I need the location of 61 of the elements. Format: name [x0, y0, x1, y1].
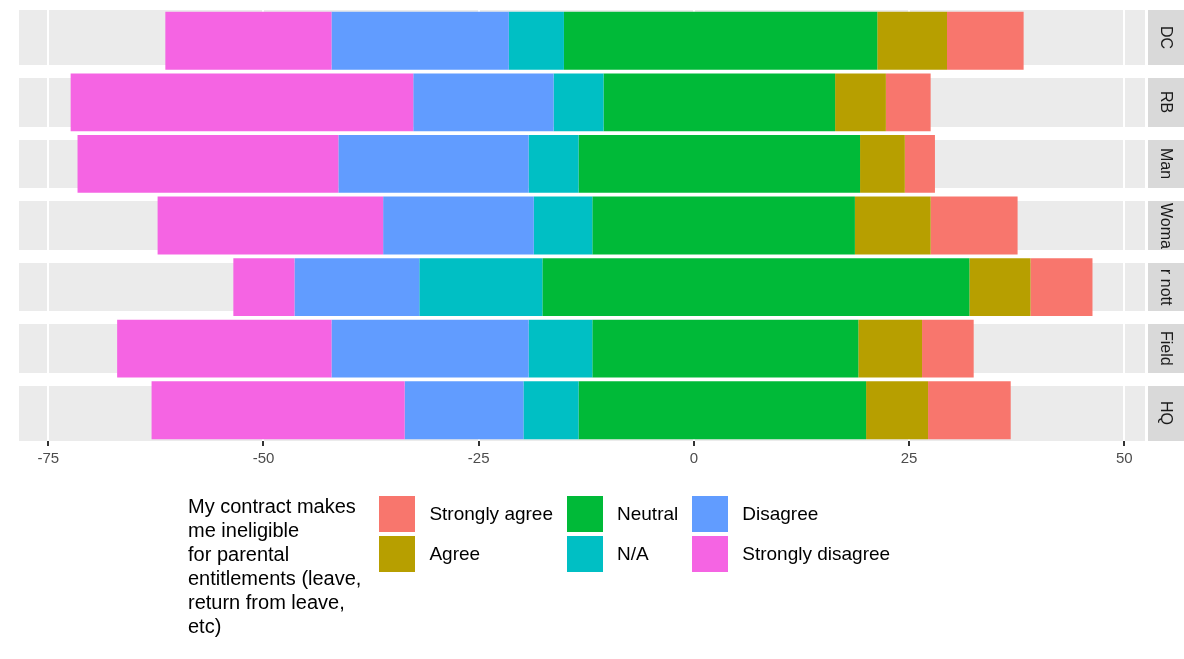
bar	[854, 196, 931, 255]
bar	[947, 11, 1024, 70]
bar	[592, 196, 855, 255]
bar	[553, 73, 604, 132]
bar	[77, 134, 339, 193]
bar	[866, 381, 929, 440]
bar	[877, 11, 947, 70]
bar	[603, 73, 836, 132]
bar	[928, 381, 1011, 440]
bar	[157, 196, 384, 255]
bar	[860, 134, 905, 193]
bar	[592, 319, 859, 378]
legend-label: Neutral	[617, 503, 679, 525]
bar	[563, 11, 878, 70]
bar	[885, 73, 931, 132]
bar	[70, 73, 414, 132]
y-tick-label: Field	[1157, 331, 1175, 366]
legend-label: Strongly agree	[429, 503, 553, 525]
x-tick-label: 50	[1116, 449, 1133, 467]
bar	[528, 134, 579, 193]
bar	[165, 11, 332, 70]
legend-label: N/A	[617, 543, 649, 565]
bar	[835, 73, 886, 132]
y-tick-label: r nott	[1157, 268, 1175, 306]
bar	[578, 134, 861, 193]
bar	[533, 196, 593, 255]
bar	[508, 11, 564, 70]
legend-title: My contract makes me ineligible for parental entitlements (leave, return from leave, etc)	[188, 494, 362, 638]
y-tick-label: DC	[1157, 25, 1175, 50]
x-tick-label: -25	[467, 449, 490, 467]
x-tick-label: -75	[37, 449, 60, 467]
legend-label: Disagree	[742, 503, 819, 525]
bar	[1030, 258, 1093, 317]
bar	[404, 381, 524, 440]
bar	[419, 258, 543, 317]
bar	[922, 319, 974, 378]
bar	[578, 381, 867, 440]
y-tick-label: RB	[1157, 91, 1175, 114]
legend-label: Agree	[429, 543, 481, 565]
bar	[331, 11, 509, 70]
x-tick-label: 0	[689, 449, 699, 467]
bar	[528, 319, 593, 378]
x-tick-label: 25	[900, 449, 918, 467]
bar	[294, 258, 420, 317]
bar	[117, 319, 332, 378]
y-tick-label: Woma	[1157, 202, 1175, 249]
bar	[858, 319, 923, 378]
bar	[523, 381, 579, 440]
bar	[904, 134, 935, 193]
bar	[383, 196, 534, 255]
y-tick-label: Man	[1157, 148, 1175, 180]
bar	[413, 73, 554, 132]
legend-label: Strongly disagree	[742, 543, 891, 565]
y-tick-label: HQ	[1157, 401, 1175, 426]
bar	[331, 319, 529, 378]
bar	[233, 258, 295, 317]
bar	[151, 381, 405, 440]
x-tick-label: -50	[252, 449, 275, 467]
bar	[969, 258, 1031, 317]
bar	[930, 196, 1018, 255]
bar	[338, 134, 529, 193]
